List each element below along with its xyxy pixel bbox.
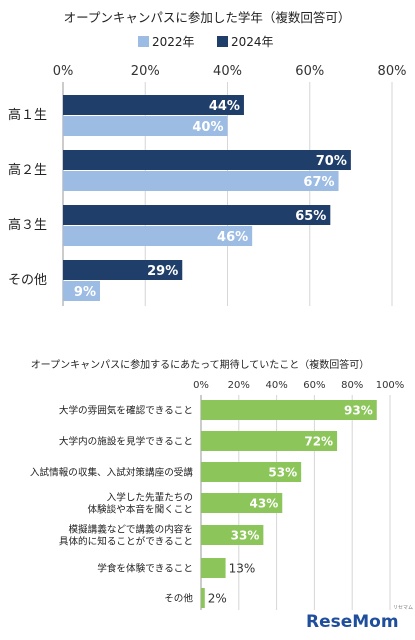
chart1-data-labels: 44% 40% 70% 67% 65% 46% 29% 9% [74, 99, 347, 300]
x-tick-label: 40% [213, 64, 242, 79]
data-label: 29% [147, 264, 178, 279]
chart1-bars [63, 95, 351, 301]
category-label: 入学した先輩たちの [107, 492, 193, 504]
x-tick-label: 80% [378, 64, 407, 79]
category-label: その他 [164, 593, 193, 605]
bar-模擬講義などで講義の内容を具体的に知ることができること [201, 525, 264, 545]
chart2-y-axis: 大学の雰囲気を確認できること大学内の施設を見学できること入試情報の収集、入試対策… [30, 405, 193, 605]
logo-text: ReseMom [306, 612, 399, 632]
data-label: 65% [295, 209, 326, 224]
chart2-title: オープンキャンパスに参加するにあたって期待していたこと（複数回答可） [31, 358, 370, 371]
bar-2024年-高１生 [63, 95, 244, 115]
bar-大学内の施設を見学できること [201, 431, 338, 451]
category-label: 高３生 [8, 217, 47, 233]
category-label: 大学内の施設を見学できること [59, 436, 193, 448]
x-tick-label: 0% [193, 380, 209, 391]
chart1-x-axis: 0% 20% 40% 60% 80% [53, 64, 407, 79]
x-tick-label: 20% [228, 380, 250, 391]
bar-2024年-その他 [63, 260, 183, 280]
legend-label-2024: 2024年 [231, 35, 274, 49]
data-label: 53% [268, 466, 297, 480]
data-label: 70% [316, 154, 347, 169]
bar-2022年-高３生 [63, 226, 253, 246]
resemom-logo: ReseMom リセマム [306, 605, 413, 632]
category-label: 入試情報の収集、入試対策講座の受講 [30, 467, 193, 479]
chart2-data-labels: 93% 72% 53% 43% 33% 13% 2% [208, 404, 373, 606]
x-tick-label: 60% [295, 64, 324, 79]
legend-label-2022: 2022年 [152, 35, 195, 49]
data-label: 72% [304, 435, 333, 449]
data-label: 67% [303, 175, 334, 190]
bar-入試情報の収集、入試対策講座の受講 [201, 462, 302, 482]
x-tick-label: 40% [265, 380, 287, 391]
legend-swatch-2022 [138, 36, 149, 47]
bar-大学の雰囲気を確認できること [201, 400, 377, 420]
legend-swatch-2024 [217, 36, 228, 47]
bar-2022年-高２生 [63, 171, 339, 191]
data-label: 46% [217, 230, 248, 245]
bar-その他 [201, 588, 205, 608]
category-label: 高２生 [8, 162, 47, 178]
data-label: 40% [192, 120, 223, 135]
bar-2024年-高３生 [63, 205, 331, 225]
category-label: 大学の雰囲気を確認できること [59, 405, 193, 417]
bar-学食を体験できること [201, 558, 226, 578]
data-label: 93% [344, 404, 373, 418]
category-label: その他 [8, 273, 47, 288]
bar-入学した先輩たちの体験談や本音を聞くこと [201, 493, 283, 513]
bar-2024年-高２生 [63, 150, 351, 170]
data-label: 2% [208, 592, 227, 606]
x-tick-label: 20% [131, 64, 160, 79]
x-tick-label: 80% [341, 380, 363, 391]
chart1-legend: 2022年 2024年 [138, 35, 274, 49]
data-label: 33% [231, 529, 260, 543]
bar-2022年-その他 [63, 281, 101, 301]
category-label: 具体的に知ることができること [59, 536, 193, 548]
category-label: 学食を体験できること [97, 563, 193, 575]
x-tick-label: 100% [376, 380, 405, 391]
chart1-title: オープンキャンパスに参加した学年（複数回答可） [64, 10, 351, 25]
logo-subtext: リセマム [393, 605, 413, 611]
data-label: 9% [74, 285, 96, 300]
data-label: 44% [209, 99, 240, 114]
category-label: 体験談や本音を聞くこと [87, 504, 193, 516]
data-label: 43% [250, 497, 279, 511]
category-label: 模擬講義などで講義の内容を [68, 524, 193, 536]
chart2-x-axis: 0% 20% 40% 60% 80% 100% [193, 380, 404, 391]
bar-2022年-高１生 [63, 116, 228, 136]
x-tick-label: 60% [303, 380, 325, 391]
category-label: 高１生 [8, 107, 47, 123]
data-label: 13% [229, 562, 256, 576]
x-tick-label: 0% [53, 64, 74, 79]
chart2-bars [201, 400, 377, 608]
